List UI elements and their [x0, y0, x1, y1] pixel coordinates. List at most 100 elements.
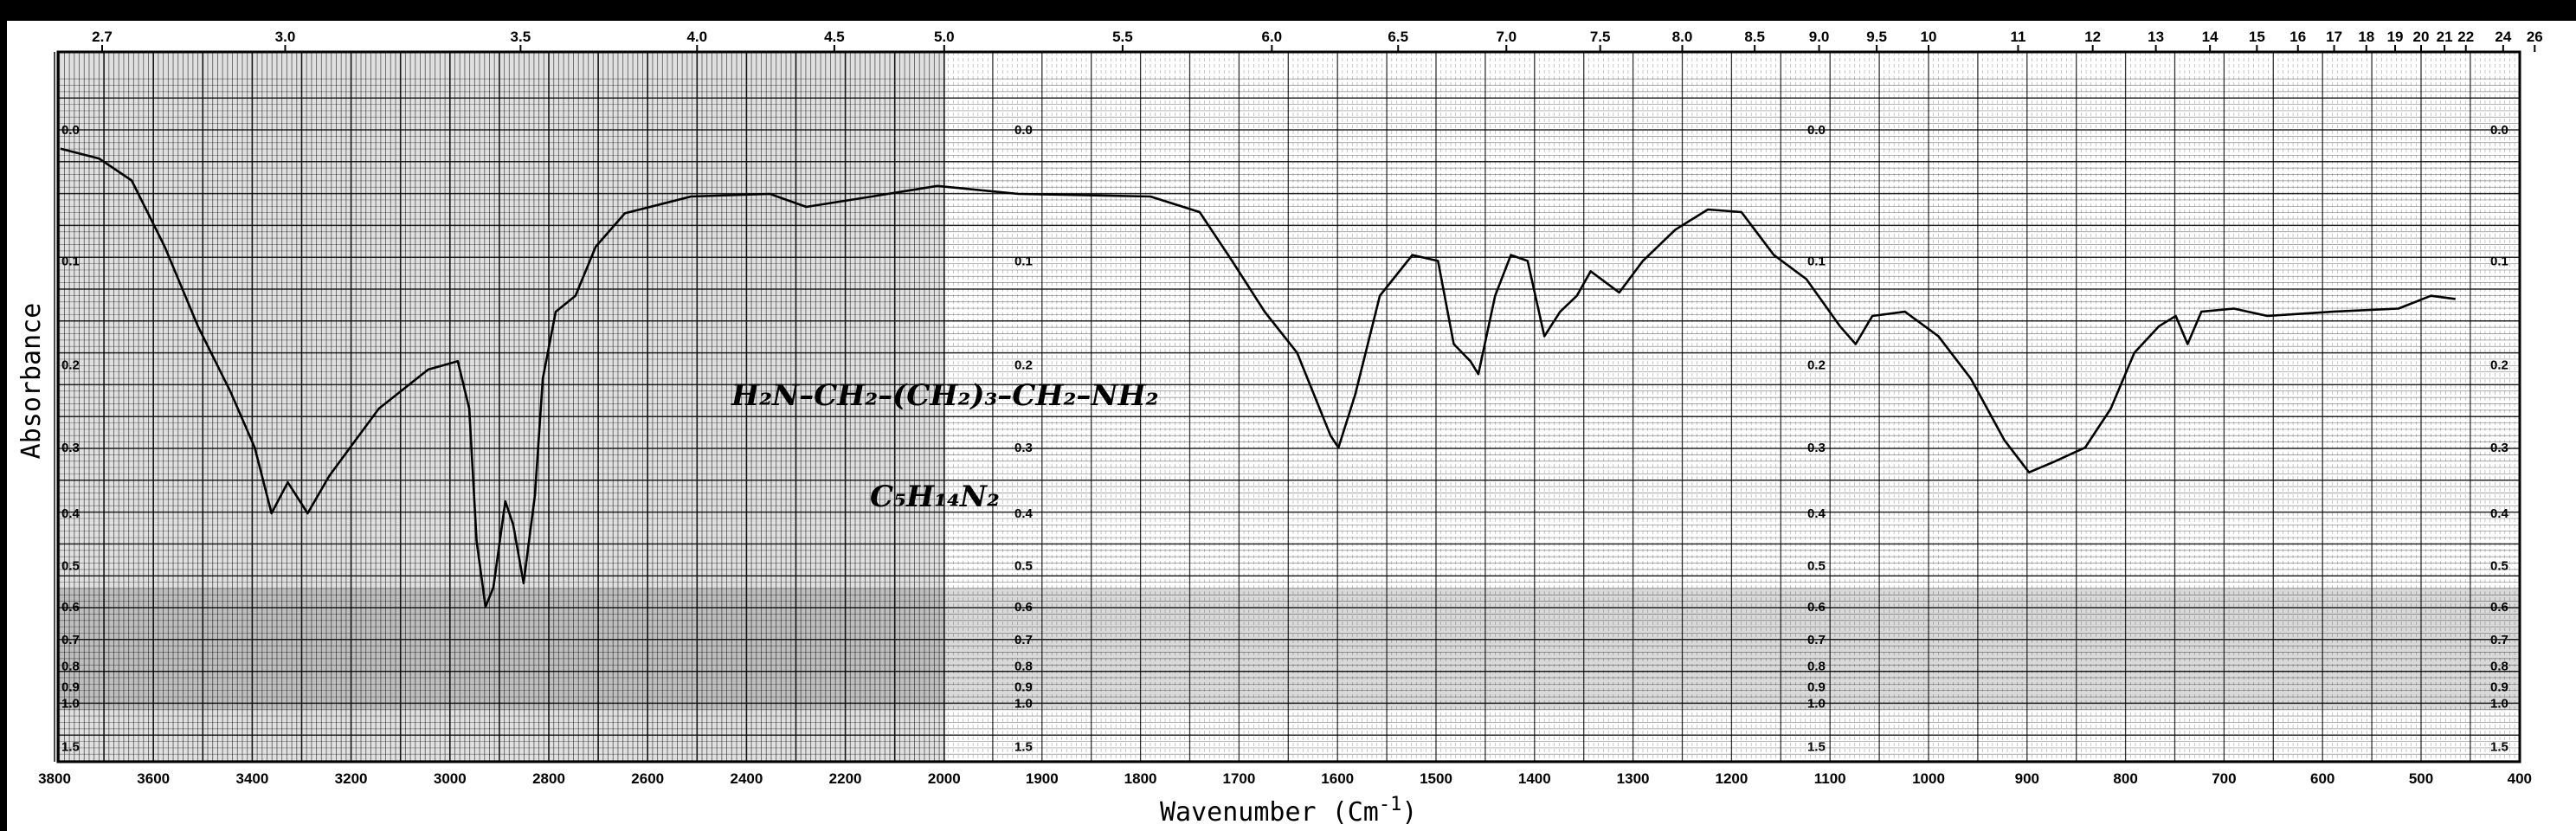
y-tick-label: 0.3	[2490, 441, 2508, 455]
structure-annotation: H₂N–CH₂–(CH₂)₃–CH₂–NH₂	[731, 378, 1158, 413]
top-tick-label: 4.0	[686, 29, 707, 45]
top-tick-label: 8.0	[1672, 29, 1693, 45]
top-tick-label: 10	[1921, 29, 1937, 45]
top-tick-label: 13	[2148, 29, 2164, 45]
y-tick-label: 0.2	[1014, 358, 1033, 373]
y-tick-label: 1.0	[2490, 696, 2508, 711]
top-tick-label: 7.0	[1496, 29, 1517, 45]
x-tick-label: 800	[2113, 770, 2137, 787]
top-tick-label: 3.0	[275, 29, 296, 45]
y-tick-label: 0.8	[61, 659, 80, 673]
y-tick-label: 1.5	[1014, 740, 1033, 755]
y-tick-label: 0.3	[61, 441, 80, 455]
y-tick-label: 0.5	[61, 558, 80, 573]
x-tick-label: 500	[2409, 770, 2433, 787]
y-tick-label: 1.0	[61, 696, 80, 711]
top-tick-label: 9.0	[1809, 29, 1830, 45]
top-tick-label: 9.5	[1866, 29, 1887, 45]
y-tick-label: 0.4	[61, 506, 80, 521]
y-tick-label: 0.1	[1014, 254, 1033, 268]
y-tick-label: 0.0	[2490, 123, 2508, 138]
molecular-formula-annotation: C₅H₁₄N₂	[870, 480, 1000, 514]
y-tick-label: 0.9	[1807, 680, 1826, 694]
x-axis-title-main: Wavenumber (Cm	[1160, 797, 1379, 828]
plot-frame	[56, 50, 2521, 763]
x-tick-label: 1300	[1617, 770, 1650, 787]
top-tick-label: 19	[2387, 29, 2404, 45]
grid-lines	[54, 52, 2521, 762]
y-tick-label: 0.4	[1014, 506, 1034, 521]
left-black-border	[0, 0, 7, 831]
y-tick-label: 1.5	[2490, 740, 2508, 755]
x-tick-label: 1000	[1912, 770, 1945, 787]
plot-border	[56, 50, 2521, 763]
x-tick-label: 1400	[1518, 770, 1551, 787]
y-tick-label: 0.2	[61, 358, 80, 373]
top-tick-label: 21	[2437, 29, 2453, 45]
y-tick-label: 1.0	[1807, 696, 1826, 711]
y-tick-label: 0.2	[1807, 358, 1826, 373]
top-axis-ticks: 2.7 3.0 3.5 4.0 4.5 5.0 5.5 6.0 6.5 7.0 7.5 8.0 8.5 9…	[92, 29, 2543, 52]
y-tick-label: 0.7	[1807, 633, 1826, 647]
x-axis-ticks: 3800 3600 3400 3200 3000 2800 2600 2400 2200 2000…	[38, 770, 2532, 787]
top-tick-label: 8.5	[1744, 29, 1765, 45]
x-tick-label: 1600	[1321, 770, 1354, 787]
top-tick-label: 15	[2249, 29, 2265, 45]
x-axis-title: Wavenumber (Cm-1)	[1160, 794, 1417, 828]
x-tick-label: 3800	[38, 770, 71, 787]
y-tick-label: 0.7	[1014, 633, 1033, 647]
x-axis-title-sup: -1	[1379, 794, 1402, 815]
top-tick-label: 18	[2358, 29, 2374, 45]
spectrum-line	[60, 147, 2456, 609]
y-tick-label: 0.1	[2490, 254, 2508, 268]
x-tick-label: 3000	[434, 770, 467, 787]
y-tick-label: 0.2	[2490, 358, 2508, 373]
top-tick-label: 22	[2457, 29, 2474, 45]
y-tick-label: 0.6	[61, 600, 80, 615]
top-tick-label: 11	[2010, 29, 2025, 45]
y-tick-label: 0.5	[1014, 558, 1033, 573]
y-tick-label: 0.3	[1807, 441, 1826, 455]
top-tick-label: 3.5	[511, 29, 531, 45]
top-tick-label: 4.5	[824, 29, 845, 45]
top-tick-label: 6.0	[1262, 29, 1283, 45]
top-tick-label: 14	[2202, 29, 2219, 45]
x-tick-label: 2400	[730, 770, 763, 787]
top-tick-label: 26	[2527, 29, 2543, 45]
y-tick-label: 0.5	[2490, 558, 2508, 573]
top-tick-label: 7.5	[1590, 29, 1611, 45]
dense-grid-shade	[58, 52, 944, 762]
y-tick-label: 0.9	[1014, 680, 1033, 694]
x-tick-label: 1700	[1222, 770, 1255, 787]
x-tick-label: 2200	[829, 770, 862, 787]
x-tick-label: 900	[2015, 770, 2039, 787]
x-tick-label: 3400	[235, 770, 268, 787]
y-tick-label: 0.0	[1014, 123, 1033, 138]
y-tick-label: 0.6	[2490, 600, 2508, 615]
y-tick-label: 0.8	[1014, 659, 1033, 673]
y-tick-label: 1.0	[1014, 696, 1033, 711]
y-tick-label: 0.4	[1807, 506, 1826, 521]
dense-grid-shade	[58, 587, 2520, 711]
top-tick-label: 20	[2413, 29, 2430, 45]
top-tick-label: 17	[2326, 29, 2342, 45]
x-tick-label: 3600	[137, 770, 170, 787]
x-tick-label: 1200	[1715, 770, 1748, 787]
x-tick-label: 1800	[1124, 770, 1157, 787]
x-tick-label: 400	[2508, 770, 2532, 787]
x-tick-label: 1900	[1026, 770, 1059, 787]
y-tick-label: 0.0	[1807, 123, 1826, 138]
y-tick-label: 0.7	[2490, 633, 2508, 647]
x-tick-label: 3200	[335, 770, 368, 787]
x-tick-label: 2800	[532, 770, 565, 787]
top-tick-label: 16	[2289, 29, 2306, 45]
y-tick-label: 0.6	[1014, 600, 1033, 615]
y-tick-label: 0.4	[2490, 506, 2509, 521]
y-tick-label: 0.0	[61, 123, 80, 138]
top-tick-label: 2.7	[92, 29, 113, 45]
top-tick-label: 6.5	[1388, 29, 1408, 45]
top-tick-label: 12	[2084, 29, 2101, 45]
y-tick-label: 0.8	[2490, 659, 2508, 673]
x-axis-title-close: )	[1401, 797, 1417, 828]
